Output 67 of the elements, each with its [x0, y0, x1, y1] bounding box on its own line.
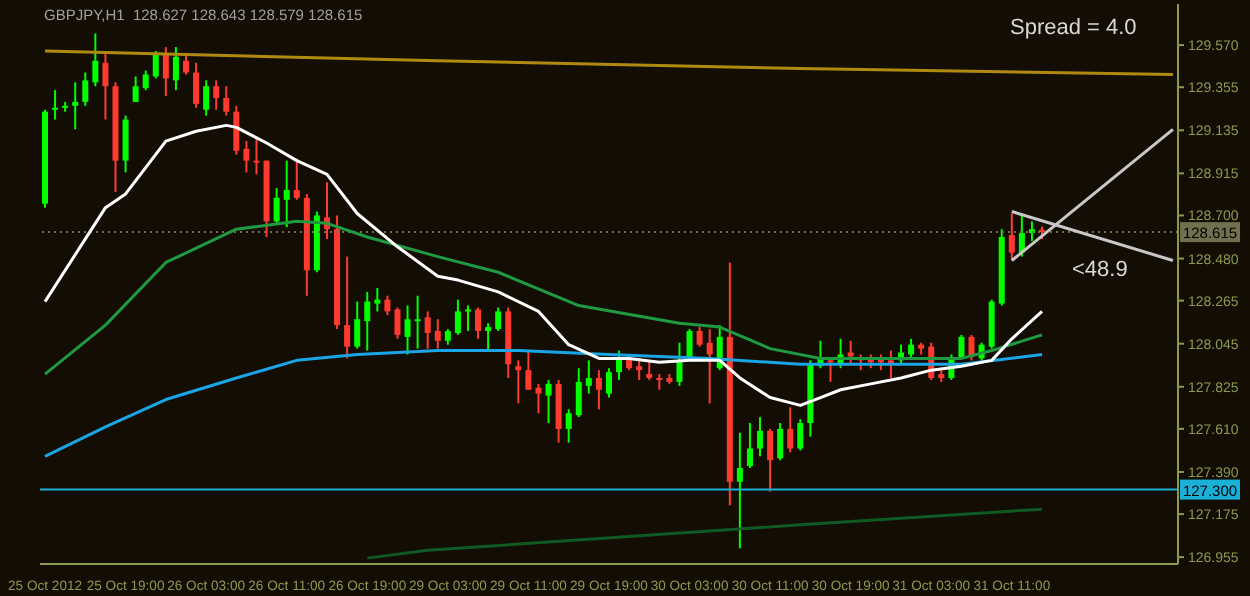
- annotation: <48.9: [1072, 258, 1128, 282]
- candlestick: [364, 290, 371, 352]
- candlestick: [736, 431, 743, 550]
- candlestick: [102, 51, 109, 121]
- candlestick: [424, 310, 431, 350]
- candlestick: [636, 357, 643, 381]
- candlestick: [797, 418, 804, 452]
- candlestick: [767, 427, 774, 493]
- candlestick: [787, 406, 794, 454]
- candlestick: [122, 114, 129, 174]
- candlestick: [908, 337, 915, 360]
- candlestick: [545, 378, 552, 425]
- candlestick: [757, 416, 764, 458]
- candlestick: [172, 46, 179, 92]
- candlestick: [676, 341, 683, 387]
- candlestick: [213, 79, 220, 111]
- candlestick: [273, 187, 280, 225]
- candlestick: [72, 81, 79, 131]
- candlestick: [162, 46, 169, 98]
- candlestick: [142, 69, 149, 92]
- candlestick: [233, 104, 240, 156]
- candlestick: [82, 71, 89, 107]
- candlestick: [414, 294, 421, 350]
- candlestick: [475, 306, 482, 340]
- line-series: [43, 349, 1044, 458]
- line-series: [43, 219, 1044, 376]
- candlestick: [746, 422, 753, 470]
- annotation: Spread = 4.0: [1010, 16, 1137, 40]
- candlestick: [253, 138, 260, 176]
- candlestick: [515, 359, 522, 405]
- candlestick: [656, 373, 663, 391]
- candlestick: [404, 304, 411, 356]
- candlestick: [575, 367, 582, 419]
- line-series: [365, 507, 1044, 560]
- candlestick: [595, 369, 602, 411]
- candlestick: [132, 75, 139, 103]
- candlestick: [293, 157, 300, 201]
- candlestick: [384, 294, 391, 317]
- candlestick: [434, 318, 441, 350]
- candlestick: [565, 408, 572, 444]
- candlestick: [454, 298, 461, 336]
- candlestick: [495, 306, 502, 332]
- candlestick: [555, 378, 562, 444]
- candlestick: [706, 328, 713, 405]
- candlestick: [585, 359, 592, 395]
- candlestick: [485, 322, 492, 352]
- candlestick: [394, 306, 401, 340]
- candlestick: [374, 286, 381, 313]
- candlestick: [354, 300, 361, 350]
- candlestick: [223, 85, 230, 117]
- candlestick: [988, 298, 995, 350]
- candlestick: [193, 61, 200, 109]
- candlestick: [464, 304, 471, 332]
- candlestick: [203, 79, 210, 117]
- line-series: [43, 49, 1175, 76]
- candlestick: [243, 140, 250, 174]
- candlestick: [92, 32, 99, 88]
- candlestick: [646, 359, 653, 381]
- candlestick: [696, 326, 703, 348]
- candlestick: [1008, 212, 1015, 262]
- candlestick: [344, 255, 351, 360]
- candlestick: [777, 422, 784, 462]
- candlestick: [525, 349, 532, 391]
- candlestick: [605, 367, 612, 399]
- candlestick: [283, 159, 290, 229]
- candlestick: [52, 89, 59, 121]
- candlestick: [535, 382, 542, 415]
